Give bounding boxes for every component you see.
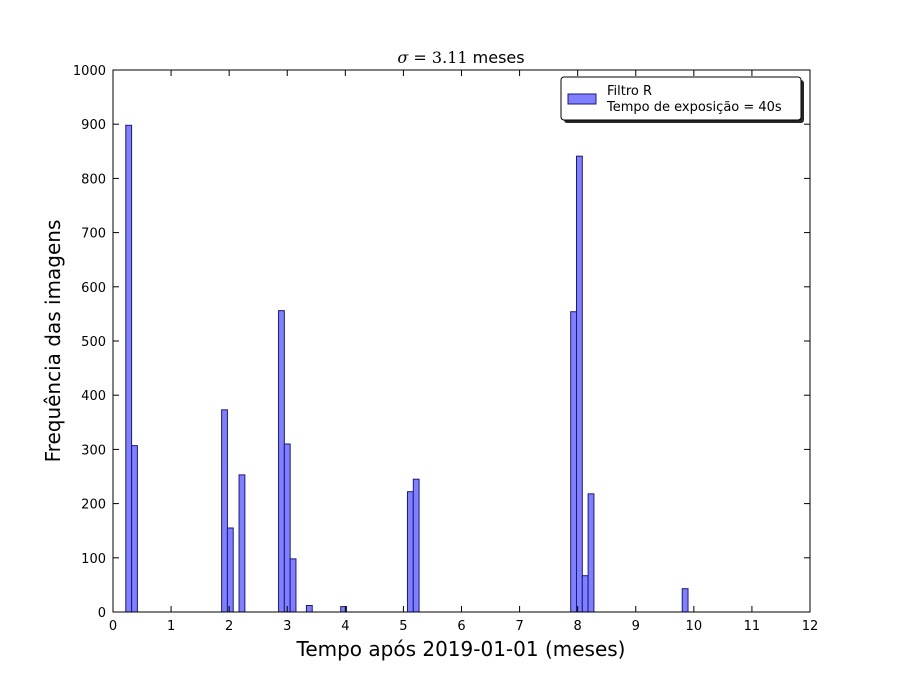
bar — [581, 575, 589, 613]
bars-group — [125, 124, 689, 613]
bar — [587, 493, 595, 613]
chart-title: σ = 3.11 meses — [397, 48, 524, 67]
x-tick-label: 7 — [515, 619, 523, 634]
legend-entry-filter: Filtro R — [607, 84, 652, 99]
title-operator: = — [408, 48, 432, 67]
bar — [681, 588, 689, 613]
y-tick-label: 800 — [81, 172, 106, 187]
y-tick-label: 1000 — [73, 64, 106, 79]
y-tick-label: 700 — [81, 227, 106, 242]
x-tick-label: 11 — [744, 619, 761, 634]
y-axis-label: Frequência das imagens — [41, 220, 65, 463]
x-axis-label: Tempo após 2019-01-01 (meses) — [296, 637, 626, 661]
title-value: 3.11 — [432, 48, 468, 67]
x-tick-label: 12 — [802, 619, 819, 634]
x-tick-label: 8 — [574, 619, 582, 634]
x-tick-label: 6 — [457, 619, 465, 634]
plot-frame — [112, 69, 811, 613]
title-sigma: σ — [397, 48, 409, 67]
x-tick-label: 2 — [225, 619, 233, 634]
bar — [278, 310, 285, 613]
legend-swatch — [567, 93, 597, 105]
x-tick-label: 3 — [283, 619, 291, 634]
legend: Filtro R Tempo de exposição = 40s — [560, 76, 804, 123]
bar — [305, 605, 313, 613]
legend-box — [560, 76, 802, 121]
legend-entry-exposure: Tempo de exposição = 40s — [606, 100, 782, 115]
bar — [125, 124, 133, 613]
y-tick-label: 300 — [81, 443, 106, 458]
y-tick-label: 500 — [81, 335, 106, 350]
bar — [412, 478, 420, 613]
ticks-group: 0 1 2 3 4 5 6 7 8 9 10 11 12010020030040050060070080… — [73, 64, 818, 634]
bar — [238, 474, 246, 613]
bar — [406, 491, 414, 613]
x-tick-label: 10 — [686, 619, 703, 634]
x-tick-label: 1 — [167, 619, 175, 634]
bar — [221, 409, 228, 613]
bar — [226, 527, 234, 613]
y-tick-label: 900 — [81, 118, 106, 133]
bar — [576, 155, 583, 613]
x-tick-label: 5 — [399, 619, 407, 634]
bar — [289, 558, 297, 613]
bar — [570, 311, 578, 613]
x-tick-label: 0 — [109, 619, 117, 634]
bar — [283, 443, 291, 613]
y-tick-label: 0 — [98, 606, 106, 621]
y-tick-label: 600 — [81, 281, 106, 296]
x-tick-label: 9 — [632, 619, 640, 634]
x-tick-label: 4 — [341, 619, 349, 634]
y-tick-label: 200 — [81, 498, 106, 513]
bar — [131, 445, 138, 613]
title-text: meses — [468, 48, 525, 67]
y-tick-label: 400 — [81, 389, 106, 404]
y-tick-label: 100 — [81, 552, 106, 567]
